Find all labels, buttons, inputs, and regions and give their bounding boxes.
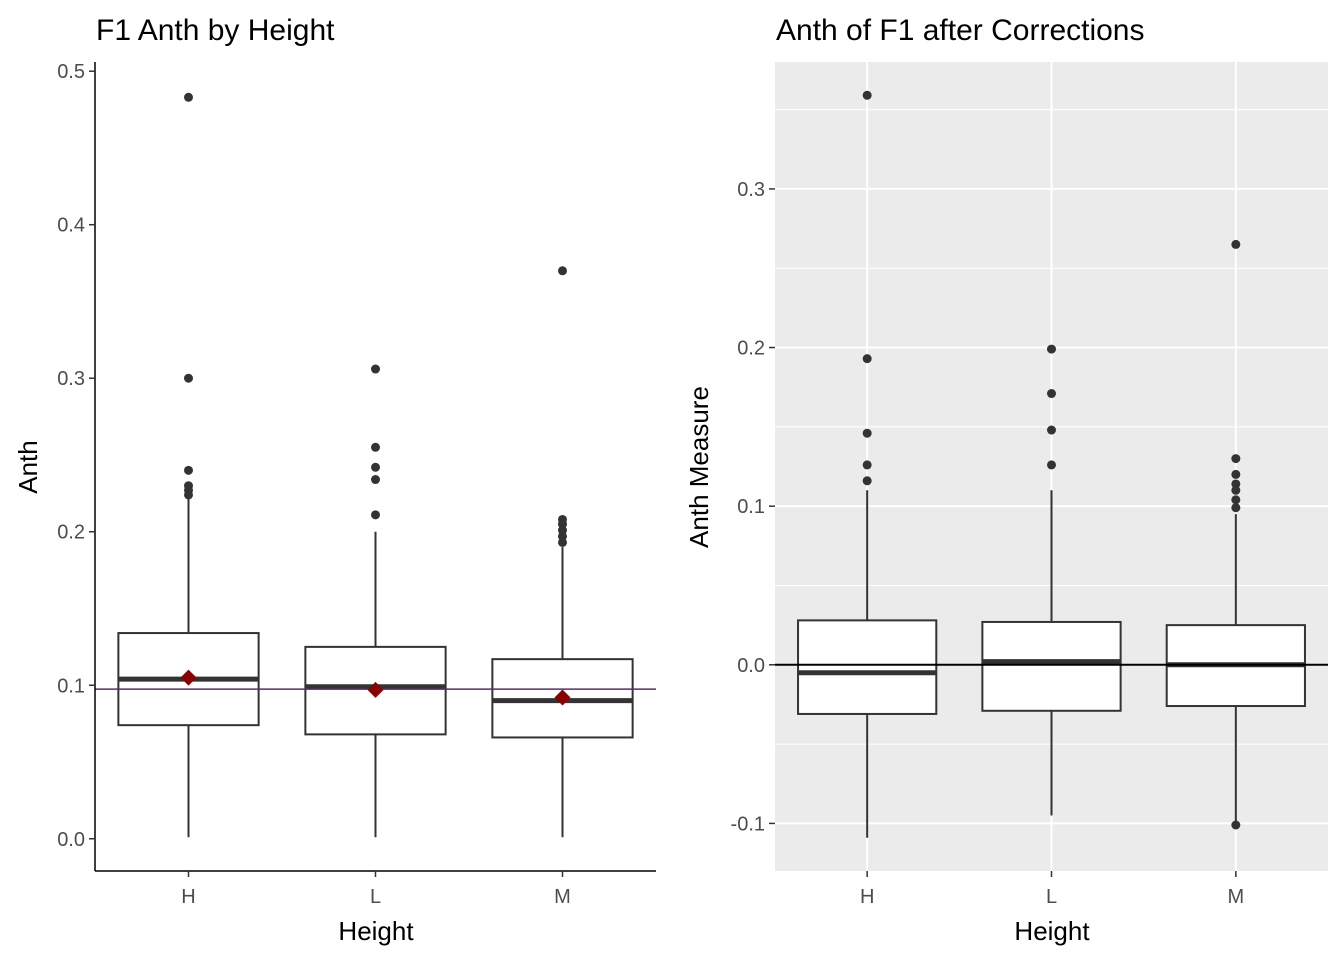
left-chart-title: F1 Anth by Height (96, 14, 335, 47)
left-box-l (304, 645, 447, 736)
left-y-tick-label: 0.5 (57, 61, 85, 83)
right-outlier-point (1231, 454, 1241, 464)
left-x-tick-label: L (370, 886, 381, 908)
right-y-tick-label: 0.1 (737, 496, 765, 518)
right-outlier-point (862, 428, 872, 438)
right-y-tick-label: -0.1 (731, 813, 765, 835)
right-outlier-point (862, 90, 872, 100)
right-outlier-point (862, 460, 872, 470)
right-y-axis-title: Anth Measure (684, 386, 714, 548)
left-x-axis-title: Height (338, 916, 414, 946)
left-outlier-point (371, 462, 380, 472)
left-outlier-point (184, 373, 193, 383)
left-y-tick-label: 0.3 (57, 368, 85, 390)
right-x-tick-label: M (1227, 886, 1244, 908)
right-outlier-point (1047, 425, 1056, 435)
right-outlier-point (1231, 469, 1241, 479)
left-outlier-point (184, 92, 193, 102)
left-x-tick-label: H (181, 886, 195, 908)
right-outlier-point (1231, 820, 1241, 830)
left-outlier-point (371, 442, 380, 452)
left-y-tick-label: 0.2 (57, 522, 85, 544)
right-x-tick-label: L (1046, 886, 1057, 908)
right-x-tick-label: H (860, 886, 874, 908)
right-y-tick-label: 0.0 (737, 655, 765, 677)
right-outlier-point (1231, 495, 1241, 505)
right-chart: Anth of F1 after Corrections -0.1 0.0 0.1 0… (684, 14, 1328, 946)
right-outlier-point (1047, 344, 1056, 354)
left-outlier-point (558, 537, 567, 547)
right-outlier-point (1047, 460, 1056, 470)
right-box-h (797, 619, 938, 715)
left-outlier-point (371, 364, 380, 374)
left-mean-marker-h (180, 669, 197, 686)
left-outlier-point (558, 266, 567, 276)
right-outlier-point (1231, 239, 1241, 249)
right-outlier-point (862, 354, 872, 364)
right-outlier-point (1047, 389, 1056, 399)
left-y-tick-label: 0.0 (57, 829, 85, 851)
left-plot-area: 0.0 0.1 0.2 0.3 0.4 0.5 H L M (57, 61, 656, 908)
right-outlier-point (1231, 479, 1241, 489)
right-x-axis-title: Height (1014, 916, 1090, 946)
left-y-tick-label: 0.1 (57, 675, 85, 697)
right-y-tick-label: 0.3 (737, 179, 765, 201)
right-plot-area: -0.1 0.0 0.1 0.2 0.3 H L M (731, 62, 1328, 908)
left-chart: F1 Anth by Height 0.00.10.20.30.40.5H L M … (13, 14, 656, 946)
right-y-tick-label: 0.2 (737, 338, 765, 360)
left-outlier-point (184, 465, 193, 475)
right-outlier-point (862, 476, 872, 486)
right-box-l (981, 620, 1122, 712)
right-chart-title: Anth of F1 after Corrections (776, 14, 1145, 47)
left-outlier-point (184, 490, 193, 500)
right-outlier-point (1231, 503, 1241, 513)
left-y-axis-title: Anth (13, 440, 43, 494)
right-outlier-point (1231, 485, 1241, 495)
left-outlier-point (371, 475, 380, 485)
left-x-tick-label: M (554, 886, 571, 908)
left-outlier-point (371, 510, 380, 520)
left-y-tick-label: 0.4 (57, 215, 85, 237)
left-mean-marker-m (554, 689, 571, 706)
left-mean-marker-l (367, 681, 384, 698)
